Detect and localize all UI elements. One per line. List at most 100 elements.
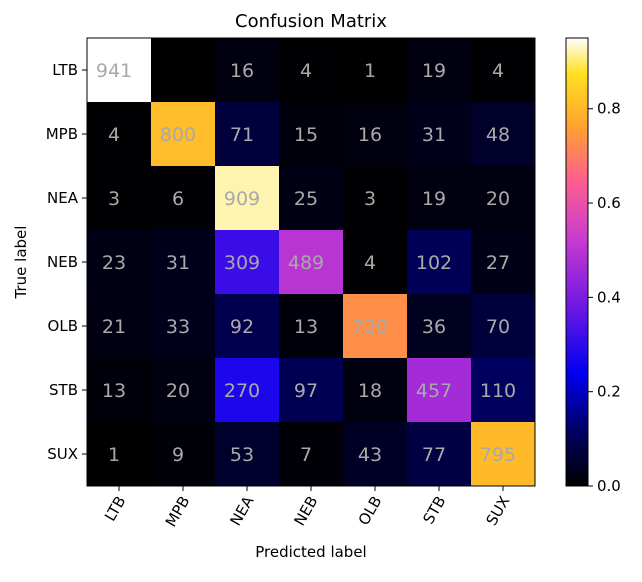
- heatmap-cell: [471, 294, 535, 358]
- cell-value-label: 53: [230, 444, 254, 466]
- x-tick-label: STB: [419, 493, 449, 527]
- cell-value-label: 102: [416, 252, 452, 274]
- heatmap-cell: [215, 102, 279, 166]
- cell-value-label: 720: [352, 316, 388, 338]
- heatmap-cell: [151, 166, 215, 230]
- heatmap-cell: [279, 358, 343, 422]
- x-tick-label: MPB: [162, 493, 194, 530]
- cell-value-label: 3: [108, 188, 120, 210]
- heatmap-cell: [151, 230, 215, 294]
- cell-value-label: 457: [416, 380, 452, 402]
- heatmap-cell: [471, 422, 535, 486]
- heatmap-cell: [151, 294, 215, 358]
- cell-value-label: 23: [102, 252, 126, 274]
- colorbar-tick-label: 0.8: [597, 100, 621, 118]
- heatmap-cell: [215, 38, 279, 102]
- cell-value-label: 15: [294, 124, 318, 146]
- cell-value-label: 97: [294, 380, 318, 402]
- heatmap-cell: [87, 358, 151, 422]
- cell-value-label: 13: [102, 380, 126, 402]
- cell-value-label: 270: [224, 380, 260, 402]
- cell-value-label: 25: [294, 188, 318, 210]
- cell-value-label: 1: [364, 60, 376, 82]
- colorbar-tick-label: 0.0: [597, 477, 621, 495]
- heatmap-cell: [343, 422, 407, 486]
- cell-value-label: 27: [486, 252, 510, 274]
- cell-value-label: 31: [422, 124, 446, 146]
- cell-value-label: 6: [172, 188, 184, 210]
- y-tick-label: MPB: [46, 125, 78, 143]
- heatmap-cells: [87, 38, 535, 486]
- heatmap-cell: [343, 38, 407, 102]
- cell-value-label: 3: [364, 188, 376, 210]
- cell-value-label: 13: [294, 316, 318, 338]
- x-tick-label: LTB: [101, 493, 129, 524]
- heatmap-cell: [471, 38, 535, 102]
- cell-value-label: 4: [300, 60, 312, 82]
- y-tick-label: OLB: [48, 317, 78, 335]
- cell-value-label: 16: [358, 124, 382, 146]
- heatmap-cell: [151, 422, 215, 486]
- heatmap-cell: [87, 294, 151, 358]
- heatmap-cell: [215, 422, 279, 486]
- cell-value-label: 110: [480, 380, 516, 402]
- x-tick-label: OLB: [355, 493, 386, 528]
- cell-value-label: 92: [230, 316, 254, 338]
- heatmap-cell: [87, 230, 151, 294]
- heatmap-cell: [407, 358, 471, 422]
- cell-value-label: 1: [108, 444, 120, 466]
- cell-value-label: 31: [166, 252, 190, 274]
- heatmap-cell: [407, 102, 471, 166]
- heatmap-cell: [215, 358, 279, 422]
- heatmap-cell: [471, 166, 535, 230]
- cell-value-label: 48: [486, 124, 510, 146]
- cell-value-label: 489: [288, 252, 324, 274]
- heatmap-cell: [471, 230, 535, 294]
- cell-value-label: 800: [160, 124, 196, 146]
- heatmap-cell: [471, 102, 535, 166]
- cell-value-label: 309: [224, 252, 260, 274]
- cell-value-label: 19: [422, 188, 446, 210]
- colorbar-tick-label: 0.6: [597, 194, 621, 212]
- heatmap-cell: [343, 230, 407, 294]
- cell-value-label: 4: [364, 252, 376, 274]
- y-tick-label: NEA: [47, 189, 79, 207]
- cell-value-label: 909: [224, 188, 260, 210]
- x-tick-label: SUX: [482, 493, 513, 529]
- heatmap-cell: [343, 166, 407, 230]
- heatmap-cell: [407, 166, 471, 230]
- x-tick-label: NEA: [226, 492, 257, 528]
- cell-value-label: 21: [102, 316, 126, 338]
- colorbar-tick-label: 0.4: [597, 288, 621, 306]
- heatmap-cell: [279, 230, 343, 294]
- y-tick-label: LTB: [52, 61, 78, 79]
- heatmap-cell: [407, 230, 471, 294]
- colorbar: [565, 37, 589, 487]
- cell-value-label: 71: [230, 124, 254, 146]
- heatmap-cell: [407, 38, 471, 102]
- chart-title: Confusion Matrix: [235, 11, 387, 32]
- y-tick-label: NEB: [47, 253, 78, 271]
- heatmap-cell: [279, 422, 343, 486]
- cell-value-label: 43: [358, 444, 382, 466]
- heatmap-cell: [87, 102, 151, 166]
- heatmap-cell: [471, 358, 535, 422]
- colorbar-tick-label: 0.2: [597, 383, 621, 401]
- heatmap-cell: [215, 294, 279, 358]
- y-tick-label: SUX: [47, 445, 78, 463]
- heatmap-cell: [343, 102, 407, 166]
- x-axis-title: Predicted label: [255, 543, 366, 561]
- heatmap-cell: [87, 422, 151, 486]
- heatmap-cell: [279, 102, 343, 166]
- cell-value-label: 4: [108, 124, 120, 146]
- heatmap-cell: [151, 358, 215, 422]
- cell-value-label: 70: [486, 316, 510, 338]
- cell-value-label: 4: [492, 60, 504, 82]
- heatmap-cell: [87, 38, 151, 102]
- heatmap-cell: [343, 358, 407, 422]
- x-axis-ticks: LTB MPB NEA NEB OLB STB SUX: [101, 486, 513, 530]
- heatmap-cell: [215, 230, 279, 294]
